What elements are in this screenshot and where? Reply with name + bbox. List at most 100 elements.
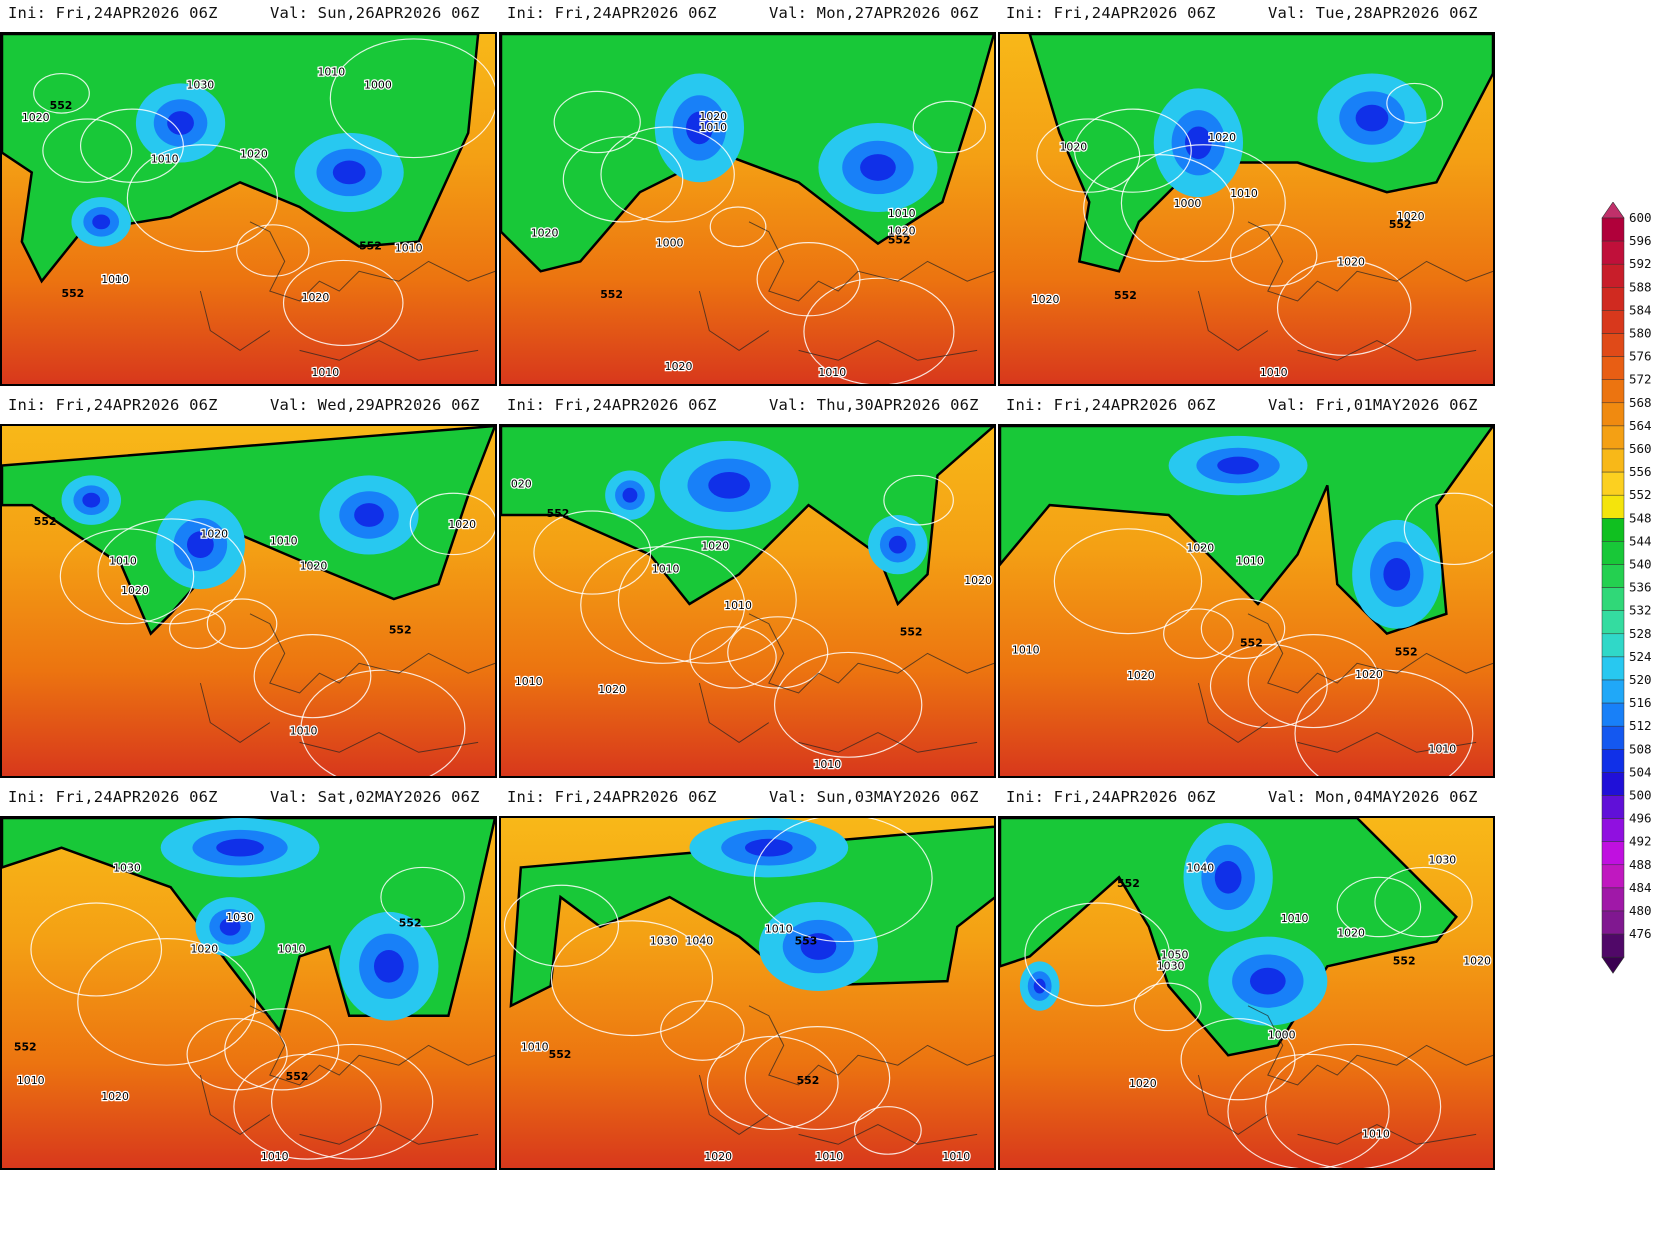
isobar-label: 1020 [665, 360, 693, 373]
colorbar-tick-label: 504 [1629, 764, 1652, 779]
height-contour-label: 552 [549, 1048, 572, 1061]
colorbar-swatch [1601, 864, 1625, 889]
isobar-label: 1010 [278, 942, 306, 955]
panel-init-time: Ini: Fri,24APR2026 06Z [1006, 396, 1216, 414]
isobar-label: 1020 [1032, 293, 1060, 306]
colorbar-swatch [1601, 494, 1625, 519]
isobar-label: 1020 [888, 225, 916, 238]
isobar-label: 1020 [300, 559, 328, 572]
isobar-label: 1010 [765, 923, 793, 936]
height-contour-label: 552 [1117, 877, 1140, 890]
geopotential-map: 1020 1010 552 1010 1020 1020 552 1010 [998, 424, 1495, 778]
colorbar-tick-label: 508 [1629, 741, 1652, 756]
isobar-label: 1020 [448, 518, 476, 531]
geopotential-map: 1030 1030 1020 1010 552 552 552 1010 1020 1010 [0, 816, 497, 1170]
colorbar-tick-label: 484 [1629, 880, 1652, 895]
map-field: 1020 1010 552 1010 1020 1020 552 1010 [1000, 426, 1493, 776]
geopotential-map: 1030 1010 1000 1020 1010 1020 1010 1000 552 552 55… [0, 32, 497, 386]
isobar-label: 1020 [1129, 1077, 1157, 1090]
isobar-label: 1010 [1281, 912, 1309, 925]
isobar-label: 1020 [121, 584, 149, 597]
isobar-label: 1010 [270, 535, 298, 548]
isobar-label: 1020 [701, 540, 729, 553]
isobar-label: 1020 [22, 111, 50, 124]
isobar-label: 1010 [290, 724, 318, 737]
isobar-label: 1010 [815, 1150, 843, 1163]
colorbar-swatch [1601, 725, 1625, 750]
panel-init-time: Ini: Fri,24APR2026 06Z [1006, 788, 1216, 806]
isobar-label: 1010 [699, 121, 727, 134]
isobar-label: 1010 [515, 675, 543, 688]
colorbar-tick-label: 540 [1629, 557, 1652, 572]
panel-valid-time: Val: Sun,26APR2026 06Z [270, 4, 480, 22]
panel-valid-time: Val: Wed,29APR2026 06Z [270, 396, 480, 414]
isobar-label: 1030 [113, 861, 141, 874]
isobar-label: 1010 [109, 554, 137, 567]
panel-valid-time: Val: Mon,04MAY2026 06Z [1268, 788, 1478, 806]
colorbar-swatch [1601, 656, 1625, 681]
colorbar-swatch [1601, 679, 1625, 704]
colorbar-tick-label: 536 [1629, 580, 1652, 595]
colorbar-swatch [1601, 933, 1625, 958]
colorbar-tick-label: 500 [1629, 788, 1652, 803]
isobar-label: 1020 [1186, 542, 1214, 555]
isobar-label: 1030 [1429, 853, 1457, 866]
isobar-label: 1020 [200, 528, 228, 541]
isobar-label: 1020 [699, 110, 727, 123]
colorbar-tick-label: 588 [1629, 279, 1652, 294]
geopotential-map: 1040 552 1050 1030 1010 1020 1030 552 1020 1000 10… [998, 816, 1495, 1170]
colorbar-swatch [1601, 772, 1625, 796]
colorbar-tick-label: 572 [1629, 372, 1652, 387]
colorbar-swatch [1601, 425, 1625, 450]
isobar-label: 1020 [1355, 668, 1383, 681]
panel-init-time: Ini: Fri,24APR2026 06Z [8, 4, 218, 22]
isobar-label: 1040 [686, 935, 714, 948]
colorbar-tick-label: 592 [1629, 256, 1652, 271]
isobar-label: 1030 [226, 911, 254, 924]
panel-init-time: Ini: Fri,24APR2026 06Z [507, 788, 717, 806]
colorbar-swatch [1601, 448, 1625, 473]
isobar-label: 1050 [1161, 948, 1189, 961]
height-contour-label: 552 [1395, 645, 1418, 658]
height-contour-label: 552 [50, 99, 73, 112]
isobar-label: 1000 [364, 78, 392, 91]
isobar-label: 1010 [1429, 742, 1457, 755]
height-contour-label: 552 [359, 240, 382, 253]
colorbar-graphic: 600 596 592 588 584 580 576 572 568 564 560 556 552 5… [1601, 201, 1652, 974]
colorbar-swatch [1601, 610, 1625, 635]
isobar-label: 1010 [1012, 643, 1040, 656]
colorbar-swatch [1601, 633, 1625, 658]
isobar-label: 1010 [1362, 1127, 1390, 1140]
colorbar-tick-label: 548 [1629, 510, 1652, 525]
colorbar-swatch [1601, 587, 1625, 611]
panel-init-time: Ini: Fri,24APR2026 06Z [8, 396, 218, 414]
colorbar: 600 596 592 588 584 580 576 572 568 564 560 556 552 5… [1600, 201, 1652, 986]
colorbar-swatch [1601, 564, 1625, 588]
height-contour-label: 552 [389, 624, 412, 637]
colorbar-swatch [1601, 379, 1625, 404]
isobar-label: 1010 [311, 366, 339, 379]
colorbar-swatch [1601, 702, 1625, 727]
geopotential-map: 1030 1040 1010 553 552 1010 552 1020 1010 1010 [499, 816, 996, 1170]
height-contour-label: 552 [14, 1040, 37, 1053]
panel-valid-time: Val: Sun,03MAY2026 06Z [769, 788, 979, 806]
isobar-label: 1020 [1337, 927, 1365, 940]
isobar-label: 1010 [813, 758, 841, 771]
isobar-label: 1010 [151, 153, 179, 166]
panel-valid-time: Val: Thu,30APR2026 06Z [769, 396, 979, 414]
colorbar-tick-label: 528 [1629, 626, 1652, 641]
colorbar-swatch [1601, 310, 1625, 334]
isobar-label: 1010 [888, 207, 916, 220]
height-contour-label: 552 [62, 287, 85, 300]
height-contour-label: 552 [900, 626, 923, 639]
isobar-label: 1020 [101, 1090, 129, 1103]
panel-init-time: Ini: Fri,24APR2026 06Z [1006, 4, 1216, 22]
isobar-label: 1020 [1463, 954, 1491, 967]
isobar-label: 1030 [1157, 959, 1185, 972]
isobar-label: 1010 [395, 242, 423, 255]
height-contour-label: 552 [1114, 289, 1137, 302]
